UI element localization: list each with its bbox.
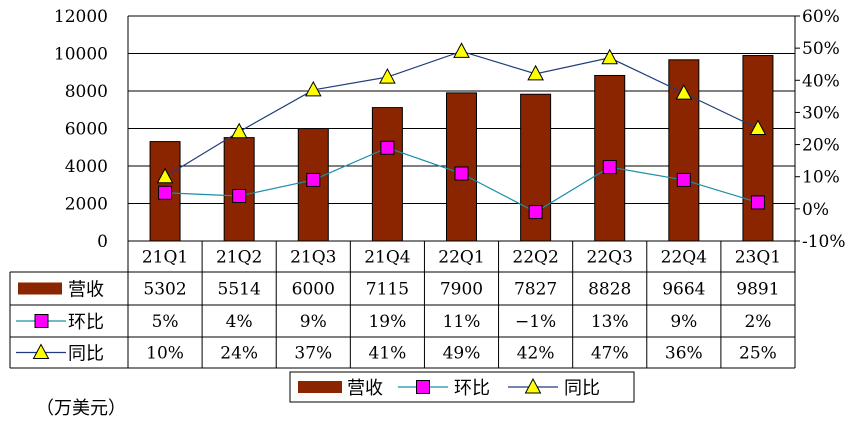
y-right-tick-label: 20% [802,136,840,156]
y-right-tick-label: 30% [802,103,840,123]
table-cell: 7115 [366,280,409,300]
table-cell: 47% [591,344,629,364]
qoq-marker [380,140,395,155]
y-right-tick-label: 40% [802,71,840,91]
table-cell: 8828 [588,280,631,300]
table-cell: 13% [591,312,629,332]
qoq-marker [454,166,469,181]
y-left-tick-label: 6000 [65,120,108,140]
row-header-label: 营收 [68,280,104,301]
table-cell: 4% [226,312,253,332]
table-cell: 5514 [218,280,261,300]
category-label: 22Q2 [512,248,558,268]
qoq-marker [306,172,321,187]
axes: 0 2000 4000 6000 8000 10000 12000 -10% 0% 10% 20% 3… [54,7,846,252]
category-label: 21Q4 [364,248,410,268]
category-label: 21Q1 [142,248,188,268]
row-header-label: 同比 [68,344,104,365]
legend-swatch-revenue [298,381,342,393]
category-label: 22Q1 [438,248,484,268]
qoq-marker [232,189,247,203]
category-label: 21Q3 [290,248,336,268]
table-cell: 5302 [143,280,186,300]
qoq-marker [602,160,617,175]
category-label: 23Q1 [735,248,781,268]
table-cell: 11% [443,312,481,332]
table-cell: 25% [739,344,777,364]
unit-note: （万美元） [36,398,126,419]
table-cell: 2% [744,312,771,332]
y-left-tick-label: 10000 [54,45,108,65]
yoy-marker [379,68,396,84]
table-cell: 37% [294,344,332,364]
yoy-marker [156,167,174,184]
category-label: 22Q4 [661,248,707,268]
revenue-bar [742,55,774,242]
row-header-label: 环比 [68,312,104,333]
table-cell: 9664 [662,280,705,300]
y-right-tick-label: 50% [802,39,840,59]
table-cell: 41% [368,344,406,364]
y-left-tick-label: 2000 [65,195,108,215]
yoy-marker [453,42,470,58]
yoy-marker [230,122,248,139]
qoq-marker [158,185,173,200]
table-cell: 42% [517,344,555,364]
table-cell: 9891 [736,280,779,300]
y-left-tick-label: 12000 [54,7,108,27]
table-cell: 10% [146,344,184,364]
table-cell: 49% [443,344,481,364]
table-cell: 9% [670,312,697,332]
table-cell: 19% [368,312,406,332]
legend-label-yoy: 同比 [564,378,600,399]
category-label: 21Q2 [216,248,262,268]
y-right-tick-label: -10% [802,232,846,252]
legend-swatch-qoq [416,380,430,394]
legend-label-qoq: 环比 [454,378,490,399]
table-cell: −1% [515,312,556,332]
y-left-tick-label: 4000 [65,157,108,177]
legend-box [289,371,635,403]
y-right-tick-label: 0% [802,200,829,220]
yoy-marker [601,48,619,65]
row-key-bar [18,282,62,295]
ratio-lines [156,42,767,220]
qoq-marker [750,195,765,210]
data-table: 21Q1 21Q2 21Q3 21Q4 22Q1 22Q2 22Q3 22Q4 23Q1 营收 53… [9,240,796,369]
y-left-tick-label: 0 [97,232,108,252]
row-key-marker [34,314,49,328]
revenue-bars [149,55,774,242]
table-cell: 9% [300,312,327,332]
row-key-marker [32,343,50,359]
yoy-marker [749,119,767,135]
table-cell: 6000 [292,280,335,300]
table-cell: 7827 [514,280,557,300]
legend: 营收 环比 同比 [289,371,635,403]
y-right-tick-label: 60% [802,7,840,27]
legend-swatch-yoy [524,377,542,394]
qoq-marker [528,205,543,220]
yoy-marker [304,80,322,97]
legend-label-revenue: 营收 [347,378,383,399]
table-cell: 5% [152,312,179,332]
revenue-bar [371,107,403,242]
table-cell: 24% [220,344,258,364]
table-cell: 36% [665,344,703,364]
revenue-bar [594,74,626,242]
y-left-tick-label: 8000 [65,82,108,102]
qoq-marker [676,172,691,187]
yoy-marker [675,84,693,100]
table-cell: 7900 [440,280,483,300]
y-right-tick-label: 10% [802,168,840,188]
yoy-marker [527,64,544,81]
category-label: 22Q3 [587,248,633,268]
